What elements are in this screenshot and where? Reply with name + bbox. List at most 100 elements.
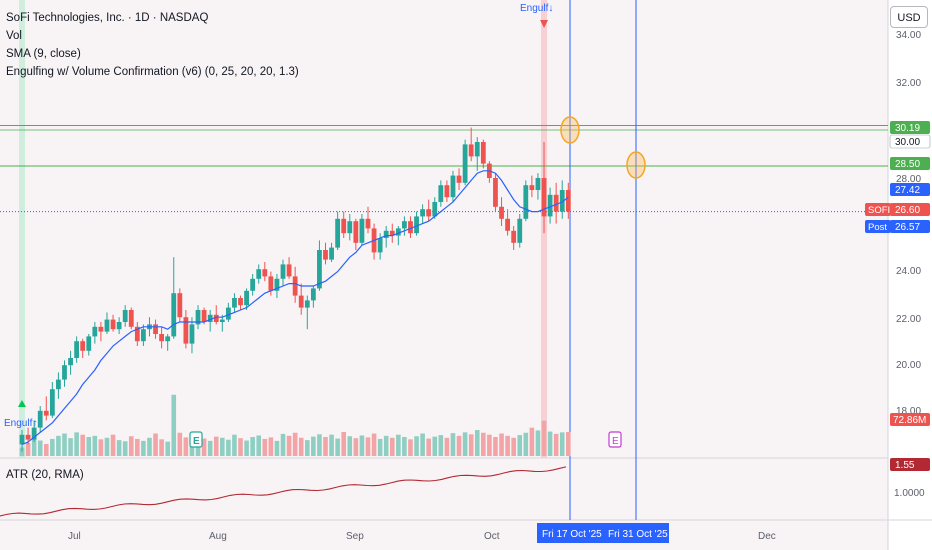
volume-bar <box>317 434 322 456</box>
volume-indicator-label[interactable]: Vol <box>6 30 22 42</box>
volume-bar <box>353 438 359 456</box>
candle <box>122 310 128 322</box>
volume-bar <box>559 432 565 456</box>
volume-bar <box>377 438 383 456</box>
volume-bar <box>31 437 37 456</box>
volume-bar <box>232 434 237 456</box>
volume-bar <box>226 439 231 456</box>
volume-bar <box>177 432 183 456</box>
candle <box>511 230 517 243</box>
candle <box>347 221 353 234</box>
volume-bar <box>128 436 134 456</box>
candle <box>171 293 177 337</box>
volume-bar <box>201 438 207 456</box>
volume-bar <box>122 441 128 456</box>
volume-bar <box>74 432 79 456</box>
volume-bar <box>62 433 67 456</box>
price-badge-label-3: 27.42 <box>895 185 920 196</box>
volume-bar <box>262 438 268 456</box>
price-tag-name-5: Post <box>868 222 887 233</box>
x-tick-label: Dec <box>758 531 776 542</box>
volume-bar <box>426 438 431 456</box>
volume-bar <box>153 433 158 456</box>
candle <box>499 206 504 219</box>
volume-bar <box>286 435 292 456</box>
candle <box>110 319 116 330</box>
volume-bar <box>298 437 304 456</box>
atr-tick-label: 1.0000 <box>894 488 925 499</box>
candle <box>31 427 37 440</box>
volume-bar <box>116 440 122 456</box>
candle <box>493 178 498 207</box>
volume-bar <box>541 420 547 456</box>
candle <box>505 218 510 231</box>
earnings-marker-past <box>189 431 203 448</box>
atr-badge <box>890 458 930 471</box>
candle <box>432 202 438 217</box>
volume-bar <box>68 438 73 456</box>
candle <box>43 410 49 416</box>
volume-bar <box>238 438 243 456</box>
volume-bar <box>481 432 486 456</box>
volume-bar <box>347 436 353 456</box>
candle <box>238 298 243 306</box>
candle <box>298 295 304 308</box>
volume-bar <box>56 435 61 456</box>
engulf-up-label: Engulf↑ <box>4 418 37 429</box>
engulf-up-arrow-icon <box>18 400 26 407</box>
volume-bar <box>183 437 189 456</box>
y-tick-label: 18.00 <box>896 406 921 417</box>
volume-bar <box>402 437 407 456</box>
volume-bar <box>566 431 571 456</box>
y-tick-label: 28.00 <box>896 174 921 185</box>
candle <box>517 218 523 243</box>
volume-bar <box>25 442 31 456</box>
price-badge-3 <box>890 183 930 196</box>
volume-bar <box>438 435 444 456</box>
price-tag-4 <box>865 203 891 216</box>
engulfing-indicator-label[interactable]: Engulfing w/ Volume Confirmation (v6) (0… <box>6 66 299 78</box>
earnings-marker-future-label: E <box>612 436 619 447</box>
candle <box>262 269 268 277</box>
volume-bar <box>462 432 468 456</box>
candle <box>468 144 474 157</box>
volume-bar <box>414 436 419 456</box>
candle <box>450 175 456 198</box>
volume-bar <box>141 440 146 456</box>
symbol-title[interactable]: SoFi Technologies, Inc. · 1D · NASDAQ <box>6 12 209 24</box>
sma-line <box>21 170 569 445</box>
candle <box>553 194 559 212</box>
atr-indicator-label[interactable]: ATR (20, RMA) <box>6 469 84 481</box>
candle <box>323 250 328 260</box>
volume-bar <box>511 437 516 456</box>
price-badge-1 <box>889 134 931 149</box>
x-tick-label: Jul <box>68 531 81 542</box>
candle <box>177 293 183 318</box>
volume-bar <box>335 438 340 456</box>
volume-bar <box>547 431 553 456</box>
candle <box>414 216 419 234</box>
price-tag-name-4: SOFI <box>868 205 890 216</box>
engulf-down-label: Engulf↓ <box>520 3 553 14</box>
candle <box>213 314 219 322</box>
currency-button[interactable]: USD <box>890 6 928 28</box>
candle <box>402 221 407 229</box>
candle <box>535 178 541 190</box>
y-tick-label: 22.00 <box>896 314 921 325</box>
volume-bar <box>517 435 523 456</box>
candle <box>304 300 310 308</box>
candle <box>74 341 80 358</box>
price-badge-label-0: 30.19 <box>895 123 920 134</box>
candle <box>547 194 553 217</box>
candle <box>189 324 195 344</box>
volume-bar <box>389 437 395 456</box>
volume-bar <box>468 434 474 456</box>
sma-indicator-label[interactable]: SMA (9, close) <box>6 48 81 60</box>
candle <box>274 278 280 291</box>
volume-bar <box>50 438 55 456</box>
volume-bar <box>147 437 152 456</box>
candle <box>153 324 158 334</box>
candle <box>292 276 298 296</box>
